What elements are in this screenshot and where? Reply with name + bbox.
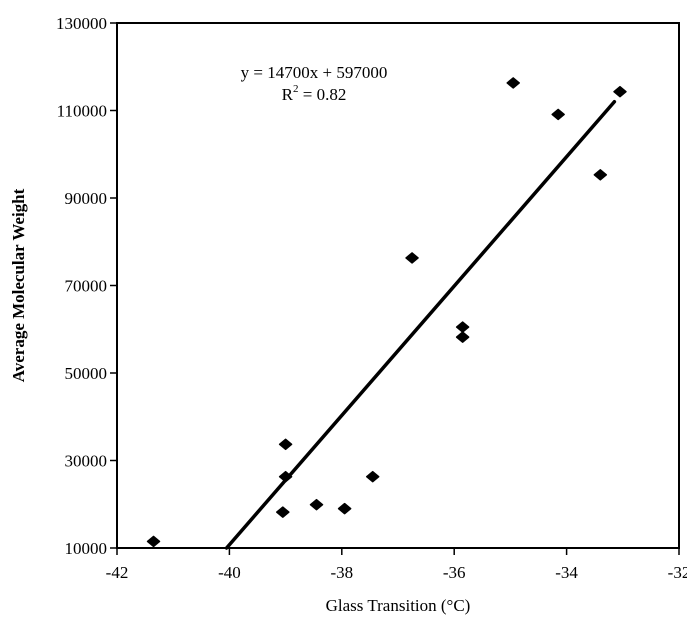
x-tick-label: -36 xyxy=(443,563,466,582)
data-point xyxy=(551,108,565,121)
data-point xyxy=(337,502,352,515)
y-tick-label: 50000 xyxy=(65,364,108,383)
data-point xyxy=(309,498,324,511)
y-tick-label: 90000 xyxy=(65,189,108,208)
x-tick-label: -38 xyxy=(330,563,353,582)
data-point xyxy=(146,535,161,548)
x-tick-label: -32 xyxy=(668,563,687,582)
x-tick-label: -40 xyxy=(218,563,241,582)
r-squared-prefix: R xyxy=(282,85,294,104)
r-squared-label: R2 = 0.82 xyxy=(282,83,347,104)
y-tick-label: 30000 xyxy=(65,452,108,471)
data-point xyxy=(278,438,293,451)
y-tick-label: 10000 xyxy=(65,539,108,558)
data-point xyxy=(276,506,290,518)
data-point xyxy=(593,169,608,181)
data-point xyxy=(365,470,380,483)
trendline xyxy=(224,100,617,550)
y-tick-label: 110000 xyxy=(57,102,107,121)
data-point xyxy=(455,321,470,333)
data-point xyxy=(613,85,627,98)
plot-area-frame xyxy=(116,22,680,549)
x-tick-label: -34 xyxy=(555,563,578,582)
data-point xyxy=(405,252,419,264)
x-tick-label: -42 xyxy=(106,563,129,582)
data-points-layer xyxy=(146,77,627,548)
trendline-layer xyxy=(224,100,617,550)
y-axis-tick-labels: 10000 30000 50000 70000 90000 110000 130000 xyxy=(56,14,107,558)
y-axis-ticks xyxy=(110,22,117,549)
data-point xyxy=(278,470,293,483)
y-tick-label: 130000 xyxy=(56,14,107,33)
data-point xyxy=(506,77,520,89)
y-tick-label: 70000 xyxy=(65,277,108,296)
x-axis-ticks xyxy=(116,548,680,555)
r-squared-exponent: 2 xyxy=(293,83,299,95)
trendline-equation: y = 14700x + 597000 xyxy=(241,63,388,82)
x-axis-tick-labels: -42 -40 -38 -36 -34 -32 xyxy=(106,563,687,582)
y-axis-title: Average Molecular Weight xyxy=(9,188,28,382)
r-squared-value: = 0.82 xyxy=(299,85,347,104)
x-axis-title: Glass Transition (°C) xyxy=(326,596,471,615)
data-point xyxy=(455,331,470,343)
